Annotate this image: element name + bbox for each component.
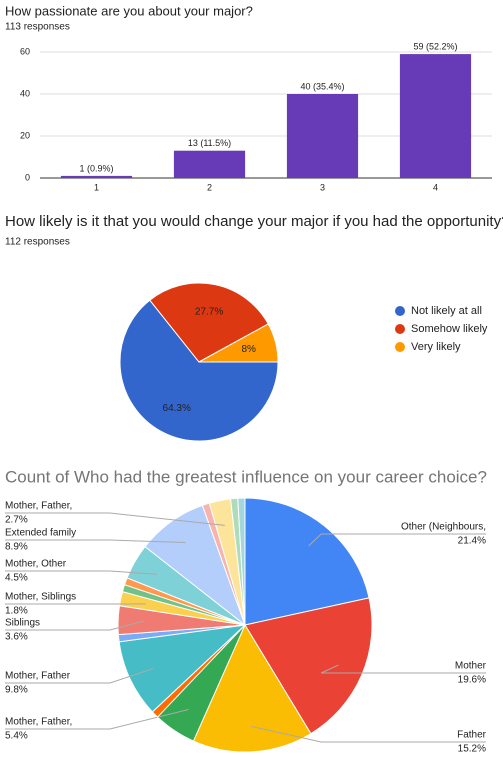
slice-label: 27.7% — [195, 306, 223, 317]
leader-line — [308, 533, 486, 547]
slice-percent: 15.2% — [458, 744, 486, 755]
chart-title: How likely is it that you would change y… — [5, 213, 503, 230]
leader-line — [320, 664, 486, 674]
leader-line — [5, 620, 144, 631]
x-tick-label: 4 — [433, 182, 438, 192]
leader-line — [5, 539, 186, 544]
x-tick-label: 1 — [94, 182, 99, 192]
value-label: 59 (52.2%) — [413, 41, 457, 51]
legend-label: Somehow likely — [411, 323, 488, 335]
slice-name: Other (Neighbours, — [401, 522, 486, 533]
bar — [173, 150, 246, 178]
slice-percent: 2.7% — [5, 515, 28, 526]
slice-name: Mother, Father — [5, 671, 71, 682]
slice-percent: 19.6% — [458, 675, 486, 686]
slice-name: Mother — [455, 661, 487, 672]
x-tick-label: 3 — [320, 182, 325, 192]
slice-percent: 8.9% — [5, 542, 28, 553]
legend-swatch — [395, 324, 405, 334]
y-tick-label: 0 — [25, 172, 30, 182]
slice-percent: 21.4% — [458, 536, 486, 547]
y-tick-label: 40 — [20, 88, 30, 98]
x-tick-label: 2 — [207, 182, 212, 192]
slice-name: Mother, Siblings — [5, 592, 76, 603]
value-label: 40 (35.4%) — [300, 81, 344, 91]
leader-line — [5, 668, 154, 684]
value-label: 1 (0.9%) — [79, 163, 113, 173]
pie-slice — [198, 323, 279, 363]
leader-line — [5, 708, 189, 730]
slice-name: Siblings — [5, 618, 40, 629]
chart-title: How passionate are you about your major? — [5, 3, 253, 18]
slice-percent: 4.5% — [5, 573, 28, 584]
pie-slice — [244, 597, 373, 735]
value-label: 13 (11.5%) — [188, 138, 231, 148]
pie-slice — [149, 282, 269, 363]
pie-slice — [244, 497, 370, 626]
slice-percent: 3.6% — [5, 632, 28, 643]
legend-swatch — [395, 342, 405, 352]
leader-line — [5, 512, 225, 526]
pie-slice — [237, 497, 246, 626]
slice-name: Father — [457, 730, 487, 741]
chart-subtitle: 113 responses — [5, 22, 70, 33]
slice-name: Mother, Father, — [5, 717, 72, 728]
slice-label: 8% — [242, 344, 257, 355]
chart-title: Count of Who had the greatest influence … — [5, 467, 487, 486]
slice-percent: 1.8% — [5, 606, 28, 617]
slice-name: Mother, Other — [5, 559, 67, 570]
slice-percent: 5.4% — [5, 731, 28, 742]
leader-line — [251, 725, 486, 743]
y-tick-label: 20 — [20, 130, 30, 140]
slice-name: Extended family — [5, 528, 76, 539]
slice-label: 64.3% — [163, 403, 191, 414]
chart-subtitle: 112 responses — [5, 237, 70, 248]
legend-label: Not likely at all — [411, 305, 482, 317]
y-tick-label: 60 — [20, 46, 30, 56]
legend-swatch — [395, 306, 405, 316]
slice-name: Mother, Father, — [5, 501, 72, 512]
legend-label: Very likely — [411, 341, 461, 353]
slice-percent: 9.8% — [5, 685, 28, 696]
bar — [286, 94, 359, 178]
bar — [399, 54, 472, 178]
leader-line — [5, 570, 157, 575]
pie-slice — [119, 299, 279, 442]
bar — [60, 175, 133, 178]
pie-slice — [118, 624, 247, 713]
